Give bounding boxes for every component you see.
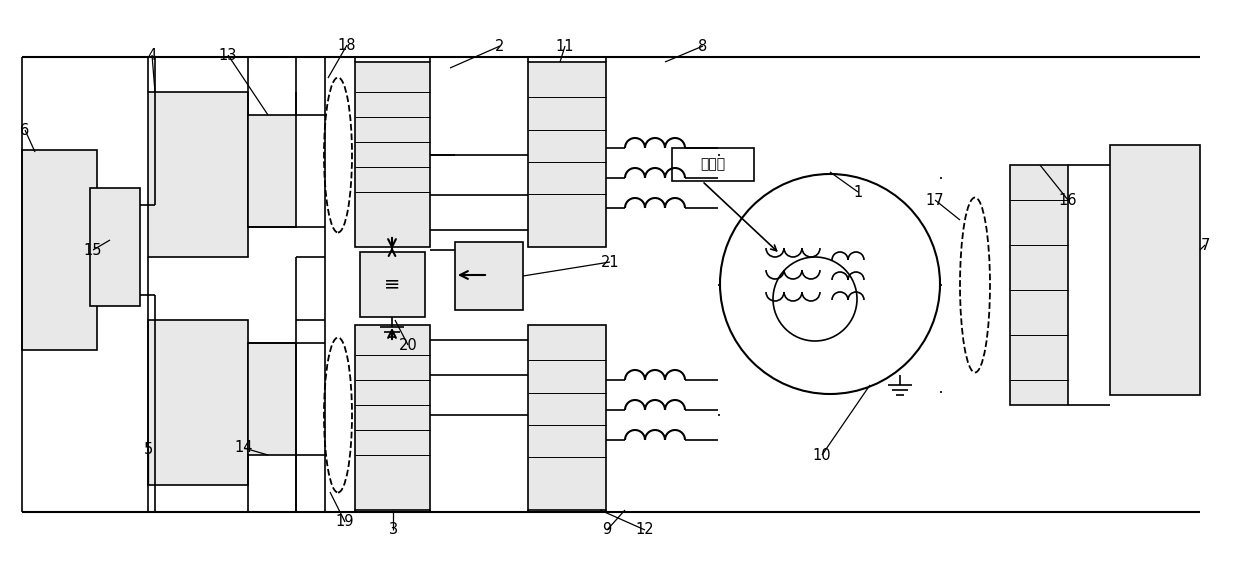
Text: 6: 6: [20, 123, 30, 137]
Text: 2: 2: [495, 39, 505, 53]
Text: 10: 10: [812, 448, 831, 462]
Text: 12: 12: [636, 523, 655, 537]
Bar: [91, 188, 140, 306]
Bar: [248, 115, 296, 227]
Bar: [360, 252, 425, 317]
Text: 15: 15: [84, 243, 102, 257]
Bar: [1011, 165, 1068, 405]
Text: 原动机: 原动机: [701, 157, 725, 171]
Text: 1: 1: [853, 185, 863, 199]
Text: 5: 5: [144, 442, 153, 457]
Text: 7: 7: [1200, 237, 1210, 253]
Bar: [528, 325, 606, 510]
Bar: [672, 148, 754, 181]
Bar: [148, 320, 248, 485]
Text: 13: 13: [218, 48, 237, 62]
Text: 14: 14: [234, 441, 253, 456]
Text: 3: 3: [388, 523, 398, 537]
Bar: [528, 62, 606, 247]
Text: 19: 19: [336, 515, 355, 529]
Bar: [1110, 145, 1200, 395]
Bar: [455, 242, 523, 310]
Bar: [355, 325, 430, 510]
Bar: [355, 62, 430, 247]
Text: 17: 17: [926, 193, 945, 207]
Text: 20: 20: [398, 337, 418, 353]
Bar: [22, 150, 97, 350]
Text: 11: 11: [556, 39, 574, 53]
Text: 18: 18: [337, 37, 356, 52]
Text: ≡: ≡: [384, 274, 401, 294]
Bar: [248, 343, 296, 455]
Bar: [148, 92, 248, 257]
Text: 8: 8: [698, 39, 708, 53]
Text: 4: 4: [148, 48, 156, 62]
Text: 9: 9: [603, 523, 611, 537]
Text: 21: 21: [600, 254, 619, 269]
Text: 16: 16: [1059, 193, 1078, 207]
